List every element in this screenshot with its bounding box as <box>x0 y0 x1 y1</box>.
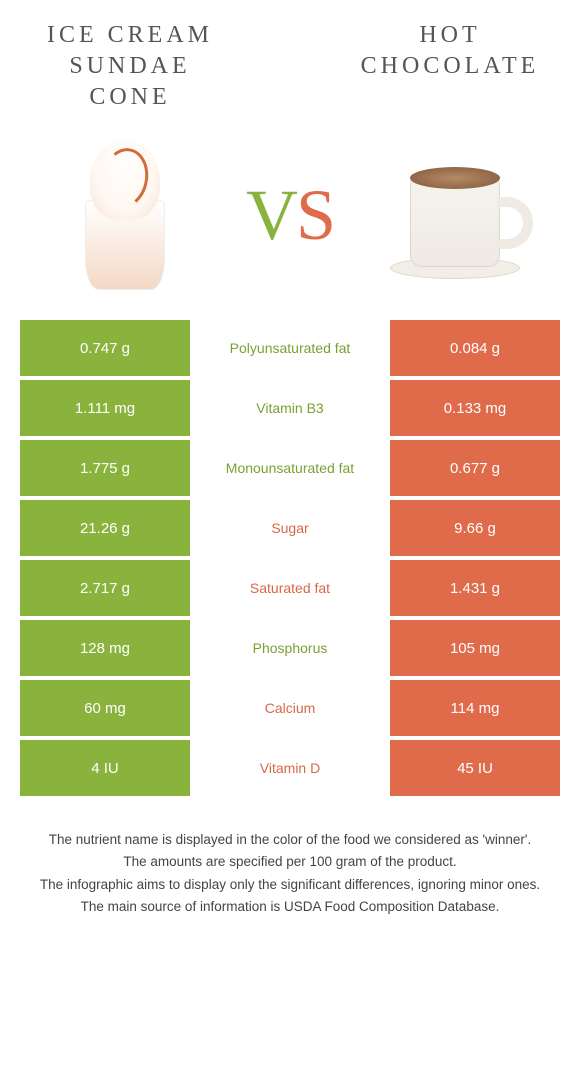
title-right: Hot chocolate <box>350 20 550 82</box>
table-row: 1.111 mgVitamin B30.133 mg <box>20 380 560 436</box>
value-right: 1.431 g <box>390 560 560 616</box>
value-right: 0.084 g <box>390 320 560 376</box>
value-left: 128 mg <box>20 620 190 676</box>
product-image-left <box>40 140 210 290</box>
value-right: 0.133 mg <box>390 380 560 436</box>
footer-line-1: The nutrient name is displayed in the co… <box>20 830 560 850</box>
footer-line-3: The infographic aims to display only the… <box>20 875 560 895</box>
title-left: Ice Cream sundae cone <box>30 20 230 114</box>
vs-v: V <box>246 175 296 255</box>
footer-line-4: The main source of information is USDA F… <box>20 897 560 917</box>
nutrient-label: Vitamin B3 <box>194 380 386 436</box>
table-row: 0.747 gPolyunsaturated fat0.084 g <box>20 320 560 376</box>
sundae-icon <box>70 140 180 290</box>
nutrient-label: Vitamin D <box>194 740 386 796</box>
value-left: 4 IU <box>20 740 190 796</box>
value-right: 0.677 g <box>390 440 560 496</box>
nutrient-label: Sugar <box>194 500 386 556</box>
nutrient-label: Calcium <box>194 680 386 736</box>
footer-line-2: The amounts are specified per 100 gram o… <box>20 852 560 872</box>
table-row: 2.717 gSaturated fat1.431 g <box>20 560 560 616</box>
value-left: 21.26 g <box>20 500 190 556</box>
header: Ice Cream sundae cone Hot chocolate <box>0 0 580 120</box>
value-left: 0.747 g <box>20 320 190 376</box>
table-row: 21.26 gSugar9.66 g <box>20 500 560 556</box>
product-image-right <box>370 145 540 285</box>
value-left: 60 mg <box>20 680 190 736</box>
value-left: 1.111 mg <box>20 380 190 436</box>
comparison-table: 0.747 gPolyunsaturated fat0.084 g1.111 m… <box>0 320 580 796</box>
nutrient-label: Phosphorus <box>194 620 386 676</box>
value-right: 45 IU <box>390 740 560 796</box>
footer-notes: The nutrient name is displayed in the co… <box>0 800 580 917</box>
table-row: 4 IUVitamin D45 IU <box>20 740 560 796</box>
value-right: 114 mg <box>390 680 560 736</box>
images-row: VS <box>0 120 580 320</box>
nutrient-label: Saturated fat <box>194 560 386 616</box>
vs-label: VS <box>246 174 334 257</box>
vs-s: S <box>296 175 334 255</box>
table-row: 1.775 gMonounsaturated fat0.677 g <box>20 440 560 496</box>
hot-chocolate-icon <box>385 145 525 285</box>
value-left: 1.775 g <box>20 440 190 496</box>
nutrient-label: Polyunsaturated fat <box>194 320 386 376</box>
value-left: 2.717 g <box>20 560 190 616</box>
nutrient-label: Monounsaturated fat <box>194 440 386 496</box>
value-right: 9.66 g <box>390 500 560 556</box>
table-row: 128 mgPhosphorus105 mg <box>20 620 560 676</box>
value-right: 105 mg <box>390 620 560 676</box>
table-row: 60 mgCalcium114 mg <box>20 680 560 736</box>
